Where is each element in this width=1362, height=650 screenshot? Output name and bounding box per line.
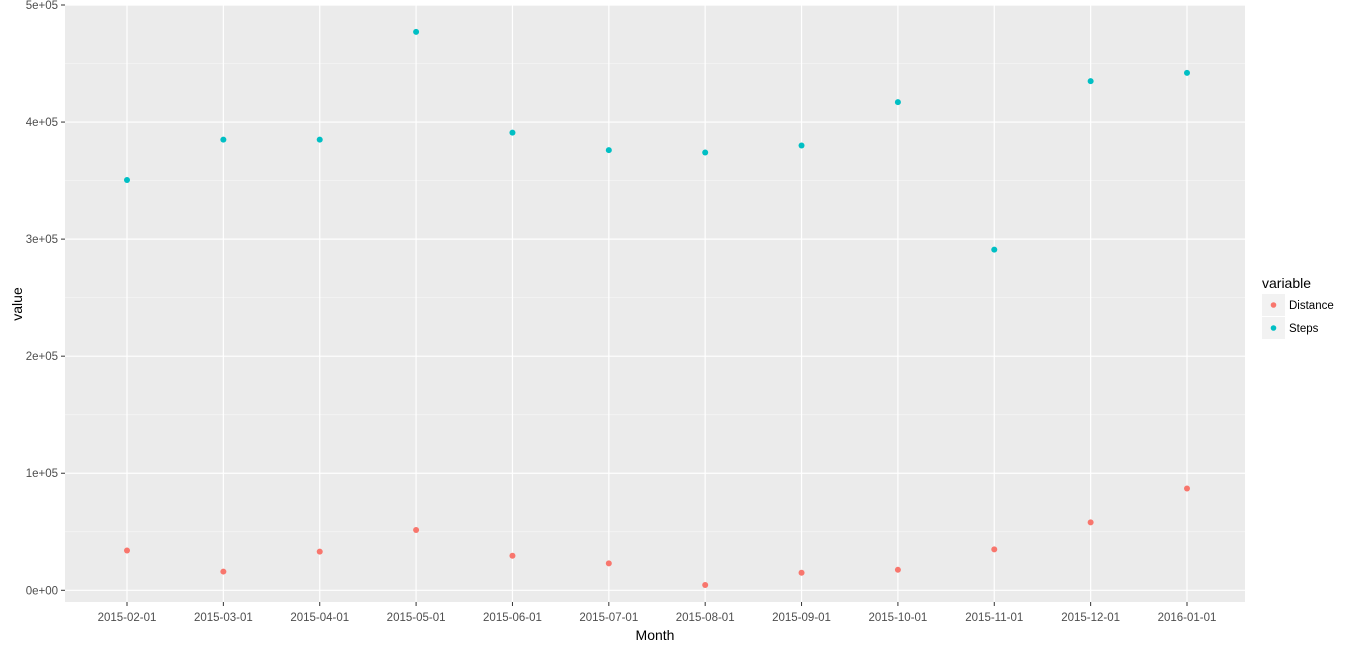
x-tick-label: 2016-01-01 (1158, 612, 1217, 624)
x-tick-label: 2015-03-01 (194, 612, 253, 624)
major-gridlines (65, 4, 1245, 602)
y-tick-label: 5e+05 (26, 0, 58, 12)
point-steps (220, 136, 227, 143)
x-tick-label: 2015-06-01 (483, 612, 542, 624)
point-steps (124, 177, 130, 184)
x-tick-label: 2015-12-01 (1061, 612, 1120, 624)
point-distance (220, 568, 227, 575)
y-axis-title: value (9, 287, 25, 321)
y-tick-label: 0e+00 (26, 585, 58, 597)
data-points (124, 28, 1190, 589)
point-steps (991, 246, 998, 253)
y-tick-label: 4e+05 (26, 117, 58, 129)
point-distance (991, 546, 998, 553)
point-distance (509, 552, 516, 559)
x-axis-title: Month (636, 627, 675, 643)
x-tick-label: 2015-07-01 (579, 612, 638, 624)
x-tick-label: 2015-10-01 (868, 612, 927, 624)
point-steps (702, 149, 709, 156)
x-tick-label: 2015-11-01 (965, 612, 1023, 624)
point-steps (798, 142, 805, 149)
legend-label-steps: Steps (1289, 323, 1319, 335)
point-steps (1087, 78, 1094, 85)
point-distance (1087, 519, 1094, 526)
legend-marker-distance (1270, 302, 1277, 308)
point-distance (894, 566, 901, 573)
point-distance (798, 569, 805, 576)
point-distance (1184, 485, 1190, 492)
point-distance (316, 548, 323, 555)
x-tick-label: 2015-09-01 (772, 612, 831, 624)
plot-panel (65, 5, 1245, 602)
x-tick-label: 2015-05-01 (387, 612, 446, 624)
x-axis: 2015-02-01 2015-03-01 2015-04-01 2015-05-01… (98, 602, 1217, 624)
point-distance (413, 527, 420, 534)
y-tick-label: 3e+05 (26, 234, 58, 246)
legend-title: variable (1262, 275, 1311, 291)
legend-label-distance: Distance (1289, 300, 1334, 312)
point-steps (509, 129, 516, 136)
point-steps (605, 147, 612, 154)
point-steps (413, 28, 420, 35)
point-distance (605, 560, 612, 567)
x-tick-label: 2015-08-01 (676, 612, 735, 624)
y-tick-label: 1e+05 (26, 468, 58, 480)
legend-marker-steps (1270, 325, 1277, 331)
x-tick-label: 2015-04-01 (290, 612, 349, 624)
minor-gridlines (65, 63, 1245, 533)
y-axis: 0e+00 1e+05 2e+05 3e+05 4e+05 5e+05 (26, 0, 65, 597)
point-steps (1184, 69, 1190, 76)
legend: variable Distance Steps (1262, 275, 1334, 339)
point-steps (894, 99, 901, 106)
x-tick-label: 2015-02-01 (98, 612, 157, 624)
point-steps (316, 136, 323, 143)
point-distance (702, 582, 709, 589)
y-tick-label: 2e+05 (26, 351, 58, 363)
point-distance (124, 547, 130, 554)
